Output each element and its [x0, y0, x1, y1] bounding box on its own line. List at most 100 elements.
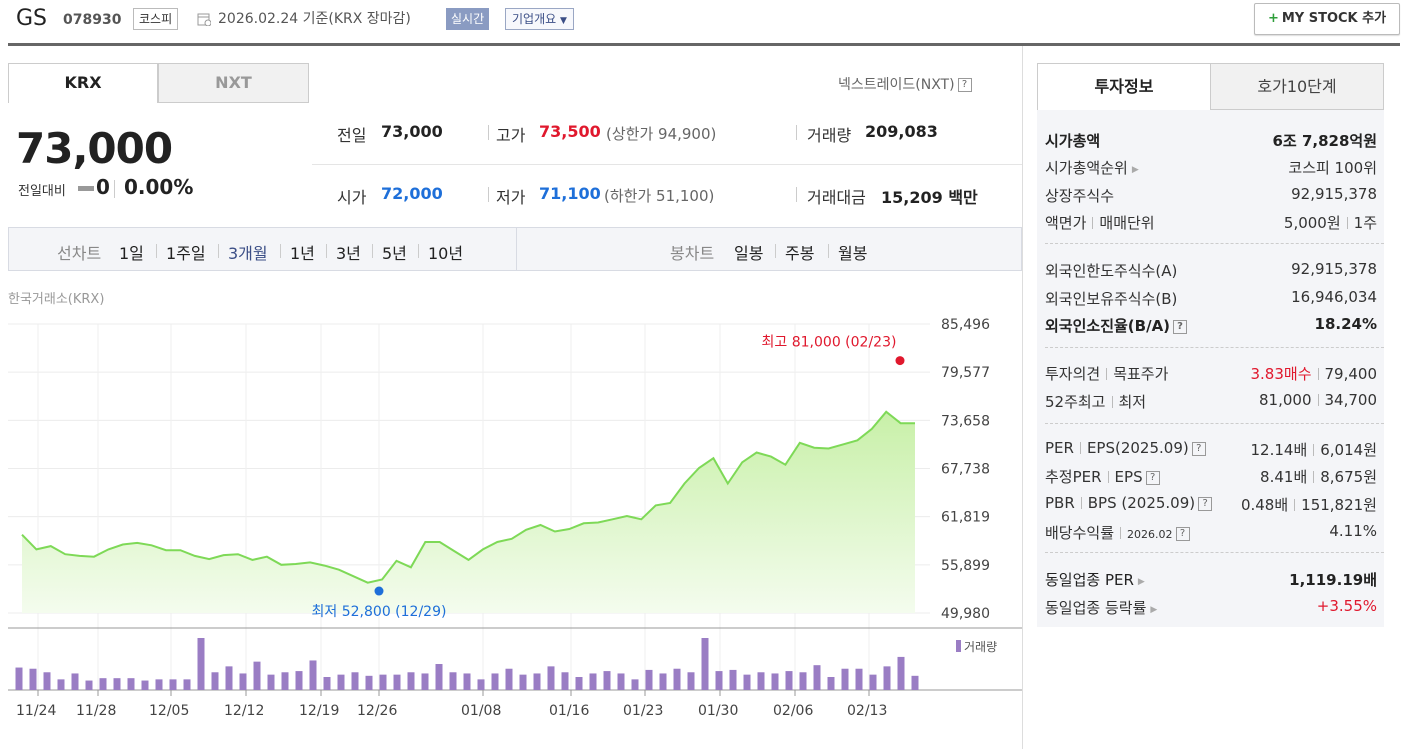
volume-value: 209,083 [865, 122, 938, 141]
period-5y[interactable]: 5년 [382, 244, 407, 263]
change-separator [114, 180, 115, 198]
add-mystock-button[interactable]: + MY STOCK 추가 [1254, 3, 1400, 35]
foreign-limit-label: 외국인한도주식수(A) [1045, 262, 1178, 280]
est-per-label: 추정PER [1045, 468, 1102, 486]
pipe-separator [1111, 396, 1113, 408]
help-icon[interactable]: ? [1145, 470, 1160, 485]
shares-value: 92,915,378 [1291, 185, 1377, 203]
pipe-separator [1120, 527, 1122, 539]
price-chart: 최고 81,000 (02/23) 최저 52,800 (12/29) 85,4… [8, 317, 1022, 696]
price-line [21, 410, 915, 584]
help-icon[interactable]: ? [1198, 496, 1213, 511]
help-icon[interactable]: ? [1173, 319, 1188, 334]
period-separator [280, 244, 281, 258]
pipe-separator [1079, 442, 1081, 454]
sector-change-link[interactable]: 동일업종 등락률 ▶ [1045, 597, 1157, 618]
stock-name: GS [16, 6, 48, 31]
volume-bar [393, 674, 401, 690]
volume-bar [351, 672, 359, 690]
target-label: 목표주가 [1113, 365, 1169, 383]
tab-krx[interactable]: KRX [8, 63, 158, 103]
par-row: 액면가 매매단위 5,000원 1주 [1045, 212, 1377, 238]
company-info-dropdown[interactable]: 기업개요 ▼ [505, 8, 574, 30]
help-icon[interactable]: ? [1175, 526, 1190, 541]
rank-row: 시가총액순위 ▶ 코스피 100위 [1045, 157, 1377, 183]
pipe-separator [1080, 497, 1082, 509]
period-3m[interactable]: 3개월 [228, 244, 268, 263]
rank-label: 시가총액순위 [1045, 159, 1128, 177]
caret-down-icon: ▼ [560, 16, 567, 26]
volume-bar [71, 673, 79, 690]
invest-panel [1037, 110, 1384, 627]
help-icon: ? [957, 78, 972, 92]
w52-high-label: 52주최고 [1045, 393, 1106, 411]
candle-weekly[interactable]: 주봉 [785, 244, 815, 263]
volume-bar [197, 638, 205, 690]
rank-link[interactable]: 시가총액순위 ▶ [1045, 157, 1139, 178]
volume-bar [15, 667, 23, 690]
period-3y[interactable]: 3년 [336, 244, 361, 263]
stat-separator [488, 187, 489, 202]
volume-bar [743, 674, 751, 690]
volume-bar [253, 661, 261, 690]
volume-bar [813, 665, 821, 690]
period-1w[interactable]: 1주일 [166, 244, 206, 263]
sector-change-value: +3.55% [1316, 597, 1377, 615]
pipe-separator [1313, 444, 1315, 456]
est-per-row: 추정PER EPS? 8.41배 8,675원 [1045, 466, 1377, 492]
change-percent: 0.00% [124, 175, 194, 199]
quote-date: 2026.02.24 기준(KRX 장마감) [218, 11, 411, 27]
eps-value: 6,014원 [1320, 441, 1377, 459]
tab-orderbook[interactable]: 호가10단계 [1210, 63, 1384, 110]
period-10y[interactable]: 10년 [428, 244, 464, 263]
volume-bar [519, 674, 527, 690]
sector-per-value: 1,119.19배 [1289, 571, 1377, 589]
flat-icon [78, 186, 94, 191]
period-1d[interactable]: 1일 [119, 244, 144, 263]
price-area [22, 411, 915, 613]
x-tick-label: 11/24 [16, 703, 57, 719]
sector-per-link[interactable]: 동일업종 PER ▶ [1045, 569, 1145, 590]
volume-bar [883, 666, 891, 690]
high-value: 73,500 [539, 122, 601, 141]
help-icon[interactable]: ? [1191, 441, 1206, 456]
volume-bar [631, 679, 639, 690]
stat-separator [488, 125, 489, 140]
row-separator [1045, 347, 1384, 348]
tab-invest-info[interactable]: 투자정보 [1037, 63, 1211, 110]
stat-separator [796, 125, 797, 140]
volume-bar [407, 672, 415, 690]
volume-legend: 거래량 [956, 638, 997, 655]
period-1y[interactable]: 1년 [290, 244, 315, 263]
y-tick-label: 67,738 [941, 462, 990, 478]
volume-legend-label: 거래량 [964, 640, 998, 654]
arrow-right-icon: ▶ [1131, 165, 1139, 175]
nxt-help-link[interactable]: 넥스트레이드(NXT)? [838, 74, 972, 94]
period-separator [418, 244, 419, 258]
y-tick-label: 49,980 [941, 606, 990, 622]
x-tick-label: 12/19 [299, 703, 340, 719]
volume-bar [225, 666, 233, 690]
volume-bar [239, 673, 247, 690]
x-tick-label: 01/16 [549, 703, 590, 719]
current-price: 73,000 [16, 124, 173, 173]
realtime-button[interactable]: 실시간 [446, 8, 490, 30]
volume-bar [659, 673, 667, 690]
volume-bar [491, 673, 499, 690]
volume-bar [309, 660, 317, 690]
row-separator [1045, 423, 1384, 424]
period-bar-divider [516, 227, 517, 271]
row-separator [1045, 552, 1384, 553]
stat-separator [796, 187, 797, 202]
candle-monthly[interactable]: 월봉 [838, 244, 868, 263]
dividend-row: 배당수익률 2026.02? 4.11% [1045, 522, 1377, 548]
eps-label: EPS(2025.09) [1086, 439, 1189, 457]
tab-nxt[interactable]: NXT [158, 63, 309, 103]
candle-daily[interactable]: 일봉 [734, 244, 764, 263]
period-separator [326, 244, 327, 258]
y-tick-label: 73,658 [941, 413, 990, 429]
volume-bar [827, 677, 835, 690]
shares-label: 상장주식수 [1045, 187, 1115, 205]
header-divider [8, 43, 1400, 46]
volume-bar [855, 668, 863, 690]
